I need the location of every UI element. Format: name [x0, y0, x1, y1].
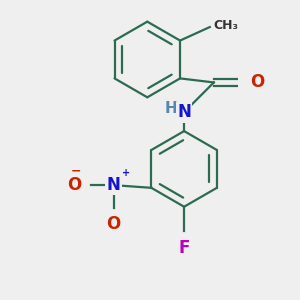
Text: −: − — [70, 164, 81, 177]
Text: O: O — [67, 176, 81, 194]
Text: F: F — [178, 239, 190, 257]
Text: O: O — [106, 215, 121, 233]
Text: H: H — [164, 100, 177, 116]
Text: N: N — [106, 176, 121, 194]
Text: +: + — [122, 168, 130, 178]
Text: O: O — [250, 74, 265, 92]
Text: N: N — [177, 103, 191, 121]
Text: CH₃: CH₃ — [214, 19, 239, 32]
